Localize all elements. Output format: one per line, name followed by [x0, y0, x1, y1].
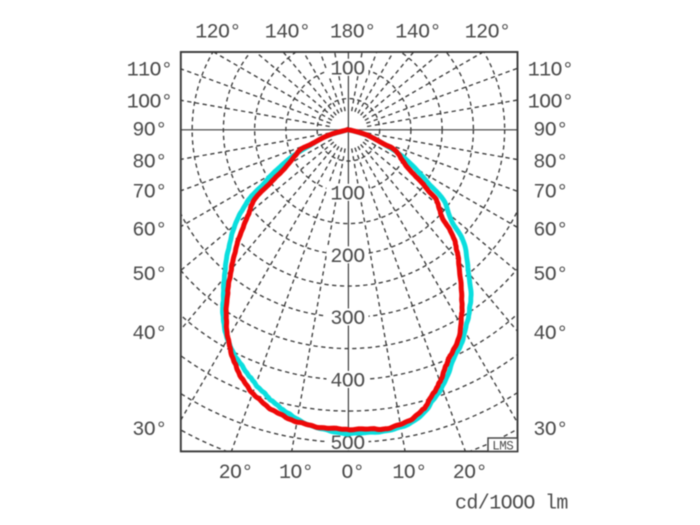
svg-text:9O°: 9O°	[533, 119, 567, 142]
svg-text:12O°: 12O°	[195, 22, 241, 45]
svg-text:11O°: 11O°	[127, 59, 173, 82]
svg-text:12O°: 12O°	[465, 22, 511, 45]
svg-text:1OO°: 1OO°	[127, 92, 173, 115]
svg-text:lm: lm	[545, 493, 568, 516]
svg-text:5O°: 5O°	[533, 264, 567, 287]
svg-text:8O°: 8O°	[533, 152, 567, 175]
svg-text:1O°: 1O°	[392, 462, 426, 485]
svg-text:4O°: 4O°	[533, 323, 567, 346]
svg-text:8O°: 8O°	[132, 152, 166, 175]
svg-text:1OO°: 1OO°	[528, 92, 574, 115]
svg-text:3O°: 3O°	[533, 419, 567, 442]
svg-text:4OO: 4OO	[330, 370, 364, 393]
svg-text:5OO: 5OO	[330, 433, 364, 456]
svg-text:4O°: 4O°	[132, 323, 166, 346]
svg-text:3O°: 3O°	[132, 419, 166, 442]
svg-text:14O°: 14O°	[265, 22, 311, 45]
svg-text:2OO: 2OO	[330, 246, 364, 269]
svg-text:O°: O°	[341, 462, 364, 485]
svg-text:6O°: 6O°	[132, 220, 166, 243]
svg-text:11O°: 11O°	[528, 59, 574, 82]
svg-text:14O°: 14O°	[395, 22, 441, 45]
svg-text:9O°: 9O°	[132, 119, 166, 142]
svg-text:2O°: 2O°	[219, 462, 253, 485]
svg-text:18O°: 18O°	[330, 22, 376, 45]
svg-text:6O°: 6O°	[533, 220, 567, 243]
svg-text:LMS: LMS	[492, 439, 513, 453]
svg-text:1O°: 1O°	[279, 462, 313, 485]
svg-text:5O°: 5O°	[132, 264, 166, 287]
svg-text:7O°: 7O°	[533, 182, 567, 205]
svg-text:7O°: 7O°	[132, 182, 166, 205]
svg-text:3OO: 3OO	[330, 308, 364, 331]
svg-text:cd/1OOO: cd/1OOO	[455, 493, 535, 516]
svg-text:2O°: 2O°	[453, 462, 487, 485]
svg-text:1OO: 1OO	[330, 183, 364, 206]
svg-text:1OO: 1OO	[330, 58, 364, 81]
